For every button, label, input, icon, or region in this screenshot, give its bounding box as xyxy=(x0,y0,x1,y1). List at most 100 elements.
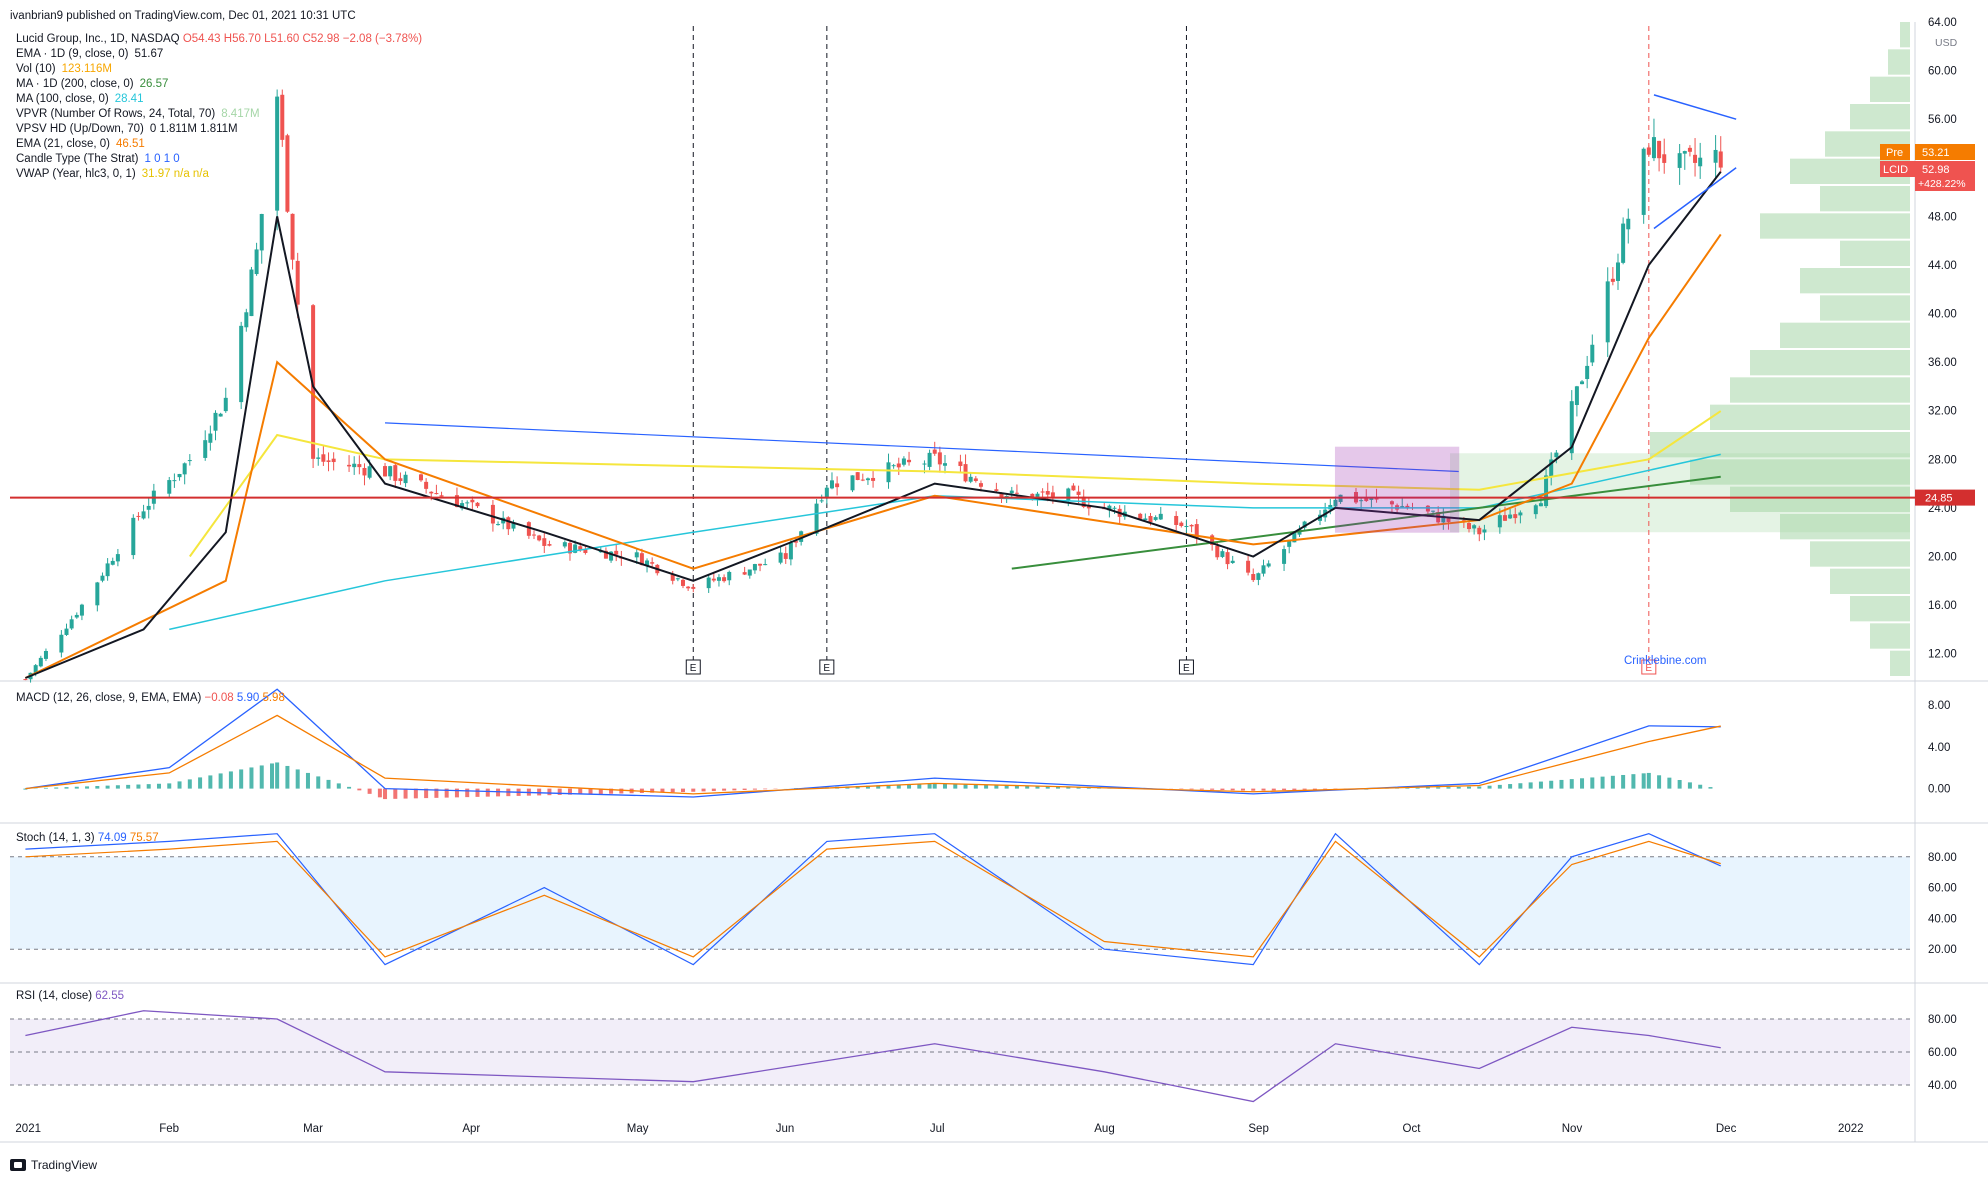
symbol-legend-line[interactable]: Lucid Group, Inc., 1D, NASDAQ O54.43 H56… xyxy=(16,32,422,47)
legend-line-label: VPSV HD (Up/Down, 70) xyxy=(16,123,144,135)
macd-hist-bar xyxy=(537,788,542,796)
candle-body xyxy=(1538,503,1543,507)
candle-body xyxy=(403,474,408,484)
volume-profile-bar xyxy=(1890,650,1910,676)
legend-line[interactable]: VPSV HD (Up/Down, 70) 0 1.811M 1.811M xyxy=(16,122,422,137)
macd-hist-bar xyxy=(95,786,100,789)
candle-body xyxy=(465,502,470,504)
candle-body xyxy=(1518,512,1523,516)
macd-hist-bar xyxy=(347,786,352,789)
ma200-line xyxy=(1011,475,1721,570)
candle-body xyxy=(1677,153,1682,168)
time-axis-label: Aug xyxy=(1094,1123,1114,1135)
time-axis-label: Apr xyxy=(462,1123,480,1135)
macd-hist-bar xyxy=(270,763,275,789)
candle-body xyxy=(752,564,757,571)
candle-body xyxy=(418,474,423,481)
legend-line[interactable]: VWAP (Year, hlc3, 0, 1) 31.97 n/a n/a xyxy=(16,167,422,182)
candle-body xyxy=(1282,549,1287,564)
candle-body xyxy=(578,546,583,550)
candle-body xyxy=(1071,485,1076,491)
macd-hist-bar xyxy=(907,784,912,789)
volume-profile-bar xyxy=(1780,322,1910,348)
stoch-title-row[interactable]: Stoch (14, 1, 3) 74.09 75.57 xyxy=(16,832,159,844)
macd-hist-bar xyxy=(367,788,372,794)
price-tick-label: 12.00 xyxy=(1928,649,1957,661)
earnings-marker-letter: E xyxy=(690,663,697,674)
footer-brand[interactable]: TradingView xyxy=(10,1158,97,1172)
macd-hist-bar xyxy=(984,784,989,789)
macd-hist-bar xyxy=(1045,785,1050,789)
candle-body xyxy=(259,213,264,251)
volume-profile-bar xyxy=(1820,186,1910,212)
candle-body xyxy=(1446,518,1451,522)
stoch-title: Stoch (14, 1, 3) xyxy=(16,832,95,844)
stoch-tick-label: 40.00 xyxy=(1928,913,1957,925)
candle-body xyxy=(532,534,537,536)
legend-line[interactable]: Vol (10) 123.116M xyxy=(16,62,422,77)
macd-hist-bar xyxy=(465,788,470,798)
macd-tick-label: 4.00 xyxy=(1928,742,1950,754)
macd-hist-bar xyxy=(239,769,244,789)
earnings-marker-letter: E xyxy=(1183,663,1190,674)
time-axis-label: Mar xyxy=(303,1123,323,1135)
highlight-box xyxy=(1334,446,1460,533)
macd-hist-bar xyxy=(1621,774,1626,789)
candle-body xyxy=(1143,518,1148,521)
candle-body xyxy=(886,462,891,483)
macd-hist-bar xyxy=(1600,776,1605,789)
macd-hist-bar xyxy=(609,788,614,794)
candle-body xyxy=(742,572,747,575)
watermark-text: Crinklebine.com xyxy=(1624,655,1707,667)
macd-hist-bar xyxy=(208,775,213,789)
macd-line xyxy=(25,688,1721,798)
price-tick-label: 64.00 xyxy=(1928,17,1957,29)
macd-hist-bar xyxy=(1230,788,1235,791)
macd-hist-bar xyxy=(1467,786,1472,789)
macd-hist-bar xyxy=(1292,788,1297,790)
legend-line[interactable]: VPVR (Number Of Rows, 24, Total, 70) 8.41… xyxy=(16,107,422,122)
legend-line[interactable]: EMA · 1D (9, close, 0) 51.67 xyxy=(16,47,422,62)
candle-body xyxy=(383,466,388,477)
candle-body xyxy=(1605,281,1610,343)
candle-body xyxy=(814,503,819,534)
stoch-tick-label: 20.00 xyxy=(1928,944,1957,956)
symbol-tag: LCID xyxy=(1883,164,1908,176)
candle-body xyxy=(850,475,855,491)
legend-line[interactable]: EMA (21, close, 0) 46.51 xyxy=(16,137,422,152)
candle-body xyxy=(937,452,942,465)
macd-tick-label: 8.00 xyxy=(1928,700,1950,712)
macd-hist-bar xyxy=(670,788,675,793)
candle-body xyxy=(254,249,259,275)
volume-profile-bar xyxy=(1760,213,1910,239)
legend-line[interactable]: MA · 1D (200, close, 0) 26.57 xyxy=(16,77,422,92)
candle-body xyxy=(1066,488,1071,501)
legend-line-value: 46.51 xyxy=(115,138,145,150)
candle-body xyxy=(1014,492,1019,494)
macd-title-row[interactable]: MACD (12, 26, close, 9, EMA, EMA) −0.08 … xyxy=(16,692,285,704)
legend-line[interactable]: MA (100, close, 0) 28.41 xyxy=(16,92,422,107)
macd-hist-bar xyxy=(1610,775,1615,789)
rsi-title-row[interactable]: RSI (14, close) 62.55 xyxy=(16,990,124,1002)
candle-body xyxy=(1251,574,1256,581)
candle-body xyxy=(1035,493,1040,499)
pre-label: Pre xyxy=(1886,147,1903,159)
candle-body xyxy=(706,577,711,589)
legend-line[interactable]: Candle Type (The Strat) 1 0 1 0 xyxy=(16,152,422,167)
macd-hist-bar xyxy=(1436,787,1441,789)
stoch-k-line xyxy=(25,832,1721,966)
candle-body xyxy=(79,604,84,616)
volume-profile-bar xyxy=(1780,514,1910,540)
candle-body xyxy=(74,614,79,618)
macd-hist-bar xyxy=(1549,780,1554,789)
macd-hist-bar xyxy=(115,785,120,789)
last-value: 52.98 xyxy=(1922,164,1950,176)
macd-hist-bar xyxy=(1508,784,1513,789)
candle-body xyxy=(1502,515,1507,521)
macd-hist-bar xyxy=(994,784,999,789)
earnings-marker-box xyxy=(1641,659,1657,675)
macd-hist-bar xyxy=(932,783,937,789)
candle-body xyxy=(716,577,721,581)
macd-hist-bar xyxy=(1220,788,1225,790)
